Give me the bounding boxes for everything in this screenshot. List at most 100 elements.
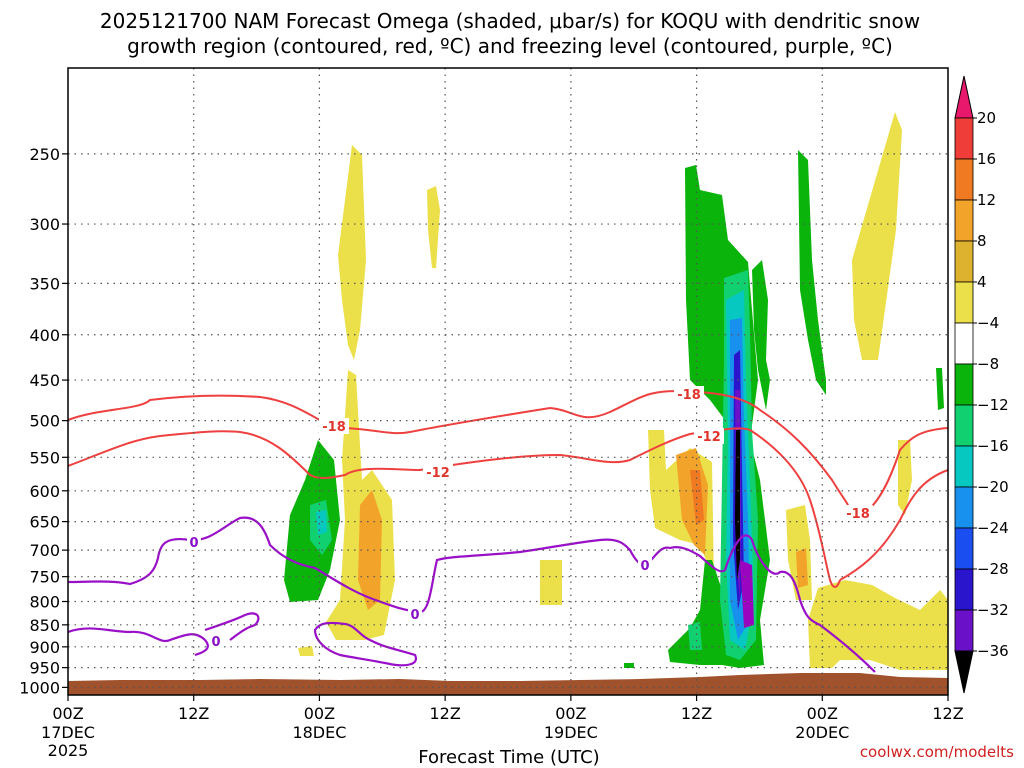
- dgz-contours: [68, 390, 948, 588]
- y-tick-label: 450: [29, 371, 60, 390]
- omega-region-positive: [808, 580, 948, 670]
- colorbar-band: [954, 609, 974, 652]
- colorbar-tick-label: −4: [977, 314, 999, 332]
- y-tick-label: 1000: [19, 678, 60, 697]
- colorbar-tick-label: 16: [977, 150, 996, 168]
- plot-area: -18 -12 -12 -18 -18 0 0 0 0: [68, 68, 948, 695]
- isotherm-minus18-east: [867, 427, 948, 511]
- colorbar-tick-label: −20: [977, 478, 1009, 496]
- y-tick-label: 600: [29, 482, 60, 501]
- y-tick-label: 500: [29, 412, 60, 431]
- omega-region-negative: [936, 368, 944, 410]
- x-tick-label: 00Z: [807, 704, 838, 723]
- contour-label: -12: [426, 466, 450, 481]
- freezing-line-south: [68, 627, 209, 657]
- y-tick-label: 950: [29, 659, 60, 678]
- chart-title-line1: 2025121700 NAM Forecast Omega (shaded, μ…: [100, 9, 920, 33]
- y-tick-label: 400: [29, 326, 60, 345]
- colorbar-tick-label: −16: [977, 437, 1009, 455]
- colorbar-tick-label: −36: [977, 642, 1009, 660]
- chart-title-line2: growth region (contoured, red, ºC) and f…: [127, 34, 893, 58]
- y-tick-label: 800: [29, 593, 60, 612]
- x-axis-label: Forecast Time (UTC): [418, 747, 599, 768]
- colorbar-band: [954, 445, 974, 488]
- plot-frame: [67, 67, 949, 696]
- colorbar-tick-label: −8: [977, 355, 999, 373]
- omega-region-positive: [298, 646, 314, 656]
- omega-region-positive: [358, 490, 382, 610]
- y-tick-label: 650: [29, 513, 60, 532]
- x-tick-year: 2025: [48, 741, 89, 760]
- freezing-line-closed: [313, 621, 418, 667]
- colorbar-band: [954, 568, 974, 611]
- x-tick-label: 12Z: [932, 704, 963, 723]
- omega-region-negative: [688, 622, 702, 650]
- contour-label: 0: [410, 608, 419, 623]
- freezing-line-southeast: [204, 612, 260, 641]
- colorbar-tick-label: 12: [977, 191, 996, 209]
- colorbar-band: [954, 240, 974, 283]
- ground-terrain: [68, 673, 948, 695]
- omega-shading: [284, 112, 948, 670]
- isotherm-minus12-east: [839, 469, 948, 581]
- contour-label: 0: [211, 635, 220, 650]
- x-tick-label: 00Z: [555, 704, 586, 723]
- y-tick-label: 850: [29, 616, 60, 635]
- colorbar-tick-label: −32: [977, 601, 1009, 619]
- colorbar-band: [954, 322, 974, 365]
- x-tick-date: 17DEC: [41, 723, 95, 742]
- isotherm-minus12: [68, 427, 841, 588]
- x-tick-label: 00Z: [304, 704, 335, 723]
- colorbar-tick-label: −24: [977, 519, 1009, 537]
- omega-region-negative: [624, 663, 634, 668]
- x-tick-label: 12Z: [681, 704, 712, 723]
- y-tick-label: 550: [29, 448, 60, 467]
- colorbar-band: [954, 363, 974, 406]
- colorbar-band: [954, 281, 974, 324]
- omega-region-positive: [852, 112, 902, 360]
- contour-label: 0: [640, 559, 649, 574]
- omega-region-positive: [796, 548, 808, 588]
- omega-region-positive: [540, 560, 562, 605]
- y-tick-label: 350: [29, 274, 60, 293]
- colorbar-band: [954, 117, 974, 160]
- contour-label: 0: [189, 536, 198, 551]
- y-tick-label: 700: [29, 541, 60, 560]
- omega-region-negative: [798, 150, 826, 395]
- contour-label: -18: [322, 420, 346, 435]
- colorbar-tick-label: 4: [977, 273, 987, 291]
- colorbar-tick-label: −28: [977, 560, 1009, 578]
- colorbar-band: [954, 404, 974, 447]
- isotherm-minus18: [68, 390, 850, 511]
- colorbar: 20 16 12 8 4 −4 −8 −12 −16 −20 −24 −28 −32 −36: [954, 75, 1009, 694]
- colorbar-arrow-bottom: [954, 650, 974, 694]
- contour-label: -18: [677, 388, 701, 403]
- x-tick-label: 00Z: [52, 704, 83, 723]
- y-tick-label: 250: [29, 145, 60, 164]
- y-tick-label: 300: [29, 215, 60, 234]
- freezing-level-contours: [68, 516, 876, 673]
- credit-text: coolwx.com/modelts: [860, 743, 1014, 761]
- y-tick-label: 750: [29, 568, 60, 587]
- colorbar-tick-label: 20: [977, 109, 996, 127]
- colorbar-band: [954, 158, 974, 201]
- contour-labels: -18 -12 -12 -18 -18 0 0 0 0: [187, 386, 873, 650]
- x-tick-date: 19DEC: [544, 723, 598, 742]
- x-tick-date: 20DEC: [795, 723, 849, 742]
- contour-label: -18: [846, 507, 870, 522]
- omega-region-positive: [338, 145, 366, 360]
- gridlines: [68, 68, 948, 695]
- y-tick-label: 900: [29, 638, 60, 657]
- freezing-line: [68, 516, 876, 673]
- colorbar-band: [954, 527, 974, 570]
- y-axis: 250 300 350 400 450 500 550 600 650 700 750 800 850 9…: [19, 145, 68, 697]
- x-tick-date: 18DEC: [292, 723, 346, 742]
- colorbar-tick-label: 8: [977, 232, 987, 250]
- omega-region-negative: [316, 510, 327, 535]
- omega-region-negative: [752, 260, 770, 410]
- omega-region-positive: [898, 440, 912, 515]
- x-tick-label: 12Z: [429, 704, 460, 723]
- x-tick-label: 12Z: [178, 704, 209, 723]
